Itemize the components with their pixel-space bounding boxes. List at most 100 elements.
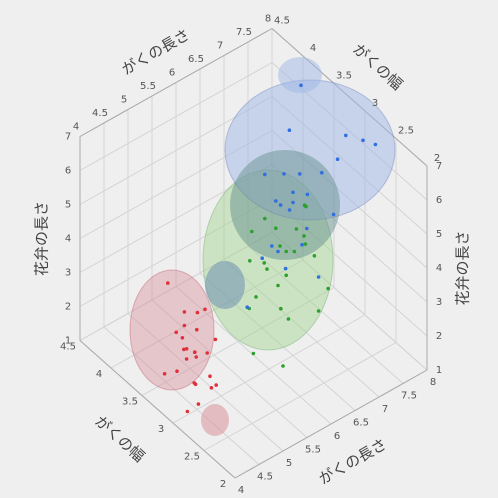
point [260,256,265,261]
tick-label: 5 [65,200,71,211]
tick-label: 2 [65,302,71,313]
point [284,273,289,278]
tick-label: 3 [436,297,442,308]
point [195,327,199,332]
tick-label: 7 [382,404,388,415]
point [281,364,285,368]
point [282,172,286,176]
tick-label: 1 [65,336,71,347]
grid-line [103,326,260,465]
grid-line [110,259,304,369]
tick-label: 2 [434,153,440,164]
point [331,212,336,217]
point [291,200,295,205]
tick-label: 4 [436,263,442,274]
point [299,83,303,88]
point [248,259,252,263]
tick-label: 1 [436,365,442,376]
point [263,172,267,177]
tick-label: 7 [65,132,71,143]
point [175,369,179,374]
point [245,305,249,310]
point [184,347,189,351]
tick-label: 3.5 [122,397,138,408]
density-blobs [129,57,396,436]
point [182,323,187,328]
tick-label: 2 [436,331,442,342]
tick-label: 6 [334,431,340,442]
grid-line [151,299,308,438]
grid-line [79,232,273,341]
grid-line [271,198,428,337]
grid-line [79,62,273,171]
tick-label: 5.5 [140,81,156,92]
point [265,267,269,271]
tick-label: 5 [436,229,442,240]
axis-title: 花弁の長さ [33,201,51,276]
points [162,83,378,414]
point [195,310,200,315]
grid-line [271,232,428,371]
tick-label: 4.5 [92,108,108,119]
tick-label: 3 [65,268,71,279]
point [254,295,258,299]
tick-label: 8 [430,377,436,388]
tick-label: 7.5 [401,391,417,402]
point [251,351,256,356]
box-edge [79,28,273,137]
axis-title: 花弁の長さ [454,230,472,305]
tick-label: 5.5 [305,445,321,456]
point [300,243,304,247]
point [304,204,308,209]
tick-label: 4 [65,234,71,245]
tick-label: 7 [217,41,223,52]
point [182,347,186,352]
grid-line [141,287,335,396]
box-edge [79,340,236,479]
point [209,386,214,390]
tick-label: 6 [169,68,175,79]
point [263,216,267,221]
point [214,383,218,387]
point [278,244,282,248]
point [303,242,308,246]
box-edge [234,369,428,479]
tick-label: 4 [73,122,79,133]
point [203,307,207,312]
tick-label: 5 [286,458,292,469]
point [320,170,324,175]
grid-line [127,313,284,452]
point [166,281,170,285]
blob [230,150,340,260]
point [373,142,378,147]
blob [201,404,229,436]
tick-label: 3 [158,424,164,435]
tick-label: 4.5 [60,342,76,353]
grid-line [172,314,366,424]
point [287,128,292,132]
tick-label: 3.5 [336,71,352,82]
point [292,249,297,254]
tick-label: 2 [220,479,226,490]
point [287,208,292,212]
tick-label: 7.5 [236,27,252,38]
tick-label: 6.5 [353,418,369,429]
point [270,244,274,248]
point [196,402,201,406]
tick-label: 4.5 [257,472,273,483]
point [298,172,302,176]
point [302,234,306,238]
tick-label: 6 [65,166,71,177]
point [262,261,267,265]
point [185,409,190,414]
point [162,372,167,376]
grid-line [79,198,273,307]
point [294,227,299,231]
tick-label: 4 [310,43,316,54]
point [305,226,309,231]
point [208,374,212,379]
grid-line [247,245,404,384]
tick-label: 8 [265,14,271,25]
